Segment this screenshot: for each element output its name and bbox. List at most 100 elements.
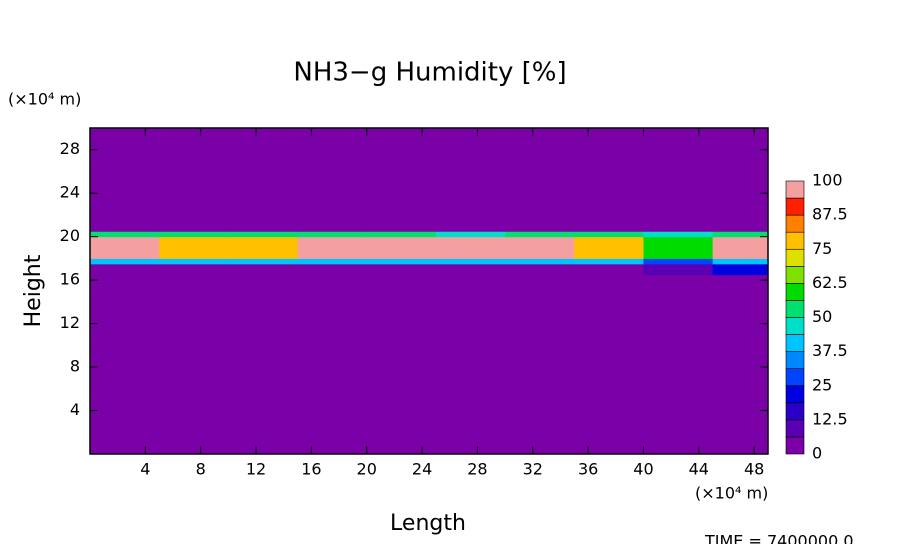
contour-cell bbox=[574, 231, 644, 238]
x-tick-label: 44 bbox=[689, 460, 709, 479]
contour-cell bbox=[159, 274, 229, 455]
contour-cell bbox=[159, 231, 229, 238]
y-tick-label: 12 bbox=[60, 313, 80, 332]
y-tick-label: 8 bbox=[70, 357, 80, 376]
contour-cell bbox=[435, 128, 506, 232]
contour-cell bbox=[297, 236, 368, 259]
colorbar-box bbox=[785, 300, 805, 318]
contour-cell bbox=[643, 263, 714, 276]
contour-cell bbox=[366, 263, 437, 276]
contour-cell bbox=[643, 258, 714, 265]
colorbar-box bbox=[785, 334, 805, 352]
contour-cell bbox=[505, 236, 575, 259]
contour-cell bbox=[435, 231, 506, 238]
x-axis-label: Length bbox=[390, 511, 466, 536]
contour-cell bbox=[159, 236, 229, 259]
colorbar-box bbox=[785, 197, 805, 216]
colorbar-box bbox=[785, 436, 805, 455]
colorbar-box bbox=[785, 180, 805, 199]
contour-cell bbox=[90, 274, 160, 455]
x-tick-label: 20 bbox=[357, 460, 377, 479]
contour-cell bbox=[297, 274, 368, 455]
colorbar-label: 87.5 bbox=[812, 205, 848, 224]
y-tick-label: 20 bbox=[60, 226, 80, 245]
colorbar-label: 62.5 bbox=[812, 273, 848, 292]
contour-cell bbox=[159, 128, 229, 232]
contour-cell bbox=[297, 263, 368, 276]
y-tick-label: 24 bbox=[60, 183, 80, 202]
y-axis-label: Height bbox=[21, 254, 46, 327]
plot-frame bbox=[89, 127, 769, 455]
colorbar-box bbox=[785, 351, 805, 369]
y-tick-label: 28 bbox=[60, 139, 80, 158]
contour-cell bbox=[435, 236, 506, 259]
x-tick-label: 16 bbox=[301, 460, 321, 479]
y-tick-label: 4 bbox=[70, 400, 80, 419]
contour-cell bbox=[90, 128, 160, 232]
contour-cell bbox=[366, 128, 437, 232]
contour-cell bbox=[366, 236, 437, 259]
x-tick-label: 24 bbox=[412, 460, 432, 479]
x-tick-label: 40 bbox=[633, 460, 653, 479]
contour-cell bbox=[505, 263, 575, 276]
footer: TIME = 7400000.0 bbox=[704, 532, 854, 544]
colorbar-box bbox=[785, 385, 805, 404]
contour-cell bbox=[90, 231, 160, 238]
contour-cell bbox=[297, 128, 368, 232]
contour-cell bbox=[435, 258, 506, 265]
contour-cell bbox=[712, 128, 769, 232]
colorbar-box bbox=[785, 419, 805, 438]
contour-cell bbox=[505, 258, 575, 265]
contour-cell bbox=[366, 274, 437, 455]
colorbar-box bbox=[785, 214, 805, 233]
x-tick-label: 4 bbox=[140, 460, 150, 479]
colorbar-box bbox=[785, 317, 805, 335]
contour-cell bbox=[90, 263, 160, 276]
colorbar-label: 37.5 bbox=[812, 341, 848, 360]
contour-cell bbox=[90, 236, 160, 259]
contour-cell bbox=[574, 258, 644, 265]
contour-cell bbox=[228, 231, 299, 238]
contour-cell bbox=[574, 274, 644, 455]
contour-cell bbox=[228, 263, 299, 276]
x-tick-label: 48 bbox=[744, 460, 764, 479]
contour-cell bbox=[366, 258, 437, 265]
contour-cell bbox=[643, 231, 714, 238]
contour-cell bbox=[435, 274, 506, 455]
x-tick-label: 8 bbox=[196, 460, 206, 479]
chart-title: NH3−g Humidity [%] bbox=[293, 58, 566, 88]
contour-cell bbox=[228, 274, 299, 455]
contour-cell bbox=[712, 263, 769, 276]
contour-cell bbox=[505, 128, 575, 232]
contour-cell bbox=[228, 128, 299, 232]
contour-cell bbox=[574, 128, 644, 232]
x-tick-label: 36 bbox=[578, 460, 598, 479]
contour-cell bbox=[712, 236, 769, 259]
x-unit: (×10⁴ m) bbox=[695, 484, 768, 503]
contour-cell bbox=[159, 258, 229, 265]
colorbar-label: 0 bbox=[812, 444, 822, 463]
contour-cell bbox=[712, 231, 769, 238]
contour-cell bbox=[297, 231, 368, 238]
colorbar-label: 50 bbox=[812, 307, 832, 326]
contour-cell bbox=[712, 274, 769, 455]
x-tick-label: 12 bbox=[246, 460, 266, 479]
colorbar-box bbox=[785, 266, 805, 284]
colorbar-box bbox=[785, 402, 805, 421]
contour-cell bbox=[643, 274, 714, 455]
contour-cell bbox=[297, 258, 368, 265]
colorbar-box bbox=[785, 368, 805, 387]
colorbar-box bbox=[785, 248, 805, 267]
colorbar-label: 12.5 bbox=[812, 409, 848, 428]
colorbar-label: 25 bbox=[812, 375, 832, 394]
contour-cell bbox=[505, 231, 575, 238]
contour-cell bbox=[366, 231, 437, 238]
y-unit: (×10⁴ m) bbox=[8, 90, 81, 109]
contour-cell bbox=[574, 236, 644, 259]
contour-cell bbox=[643, 128, 714, 232]
colorbar-label: 75 bbox=[812, 239, 832, 258]
contour-cell bbox=[505, 274, 575, 455]
contour-cell bbox=[90, 258, 160, 265]
x-tick-label: 32 bbox=[523, 460, 543, 479]
